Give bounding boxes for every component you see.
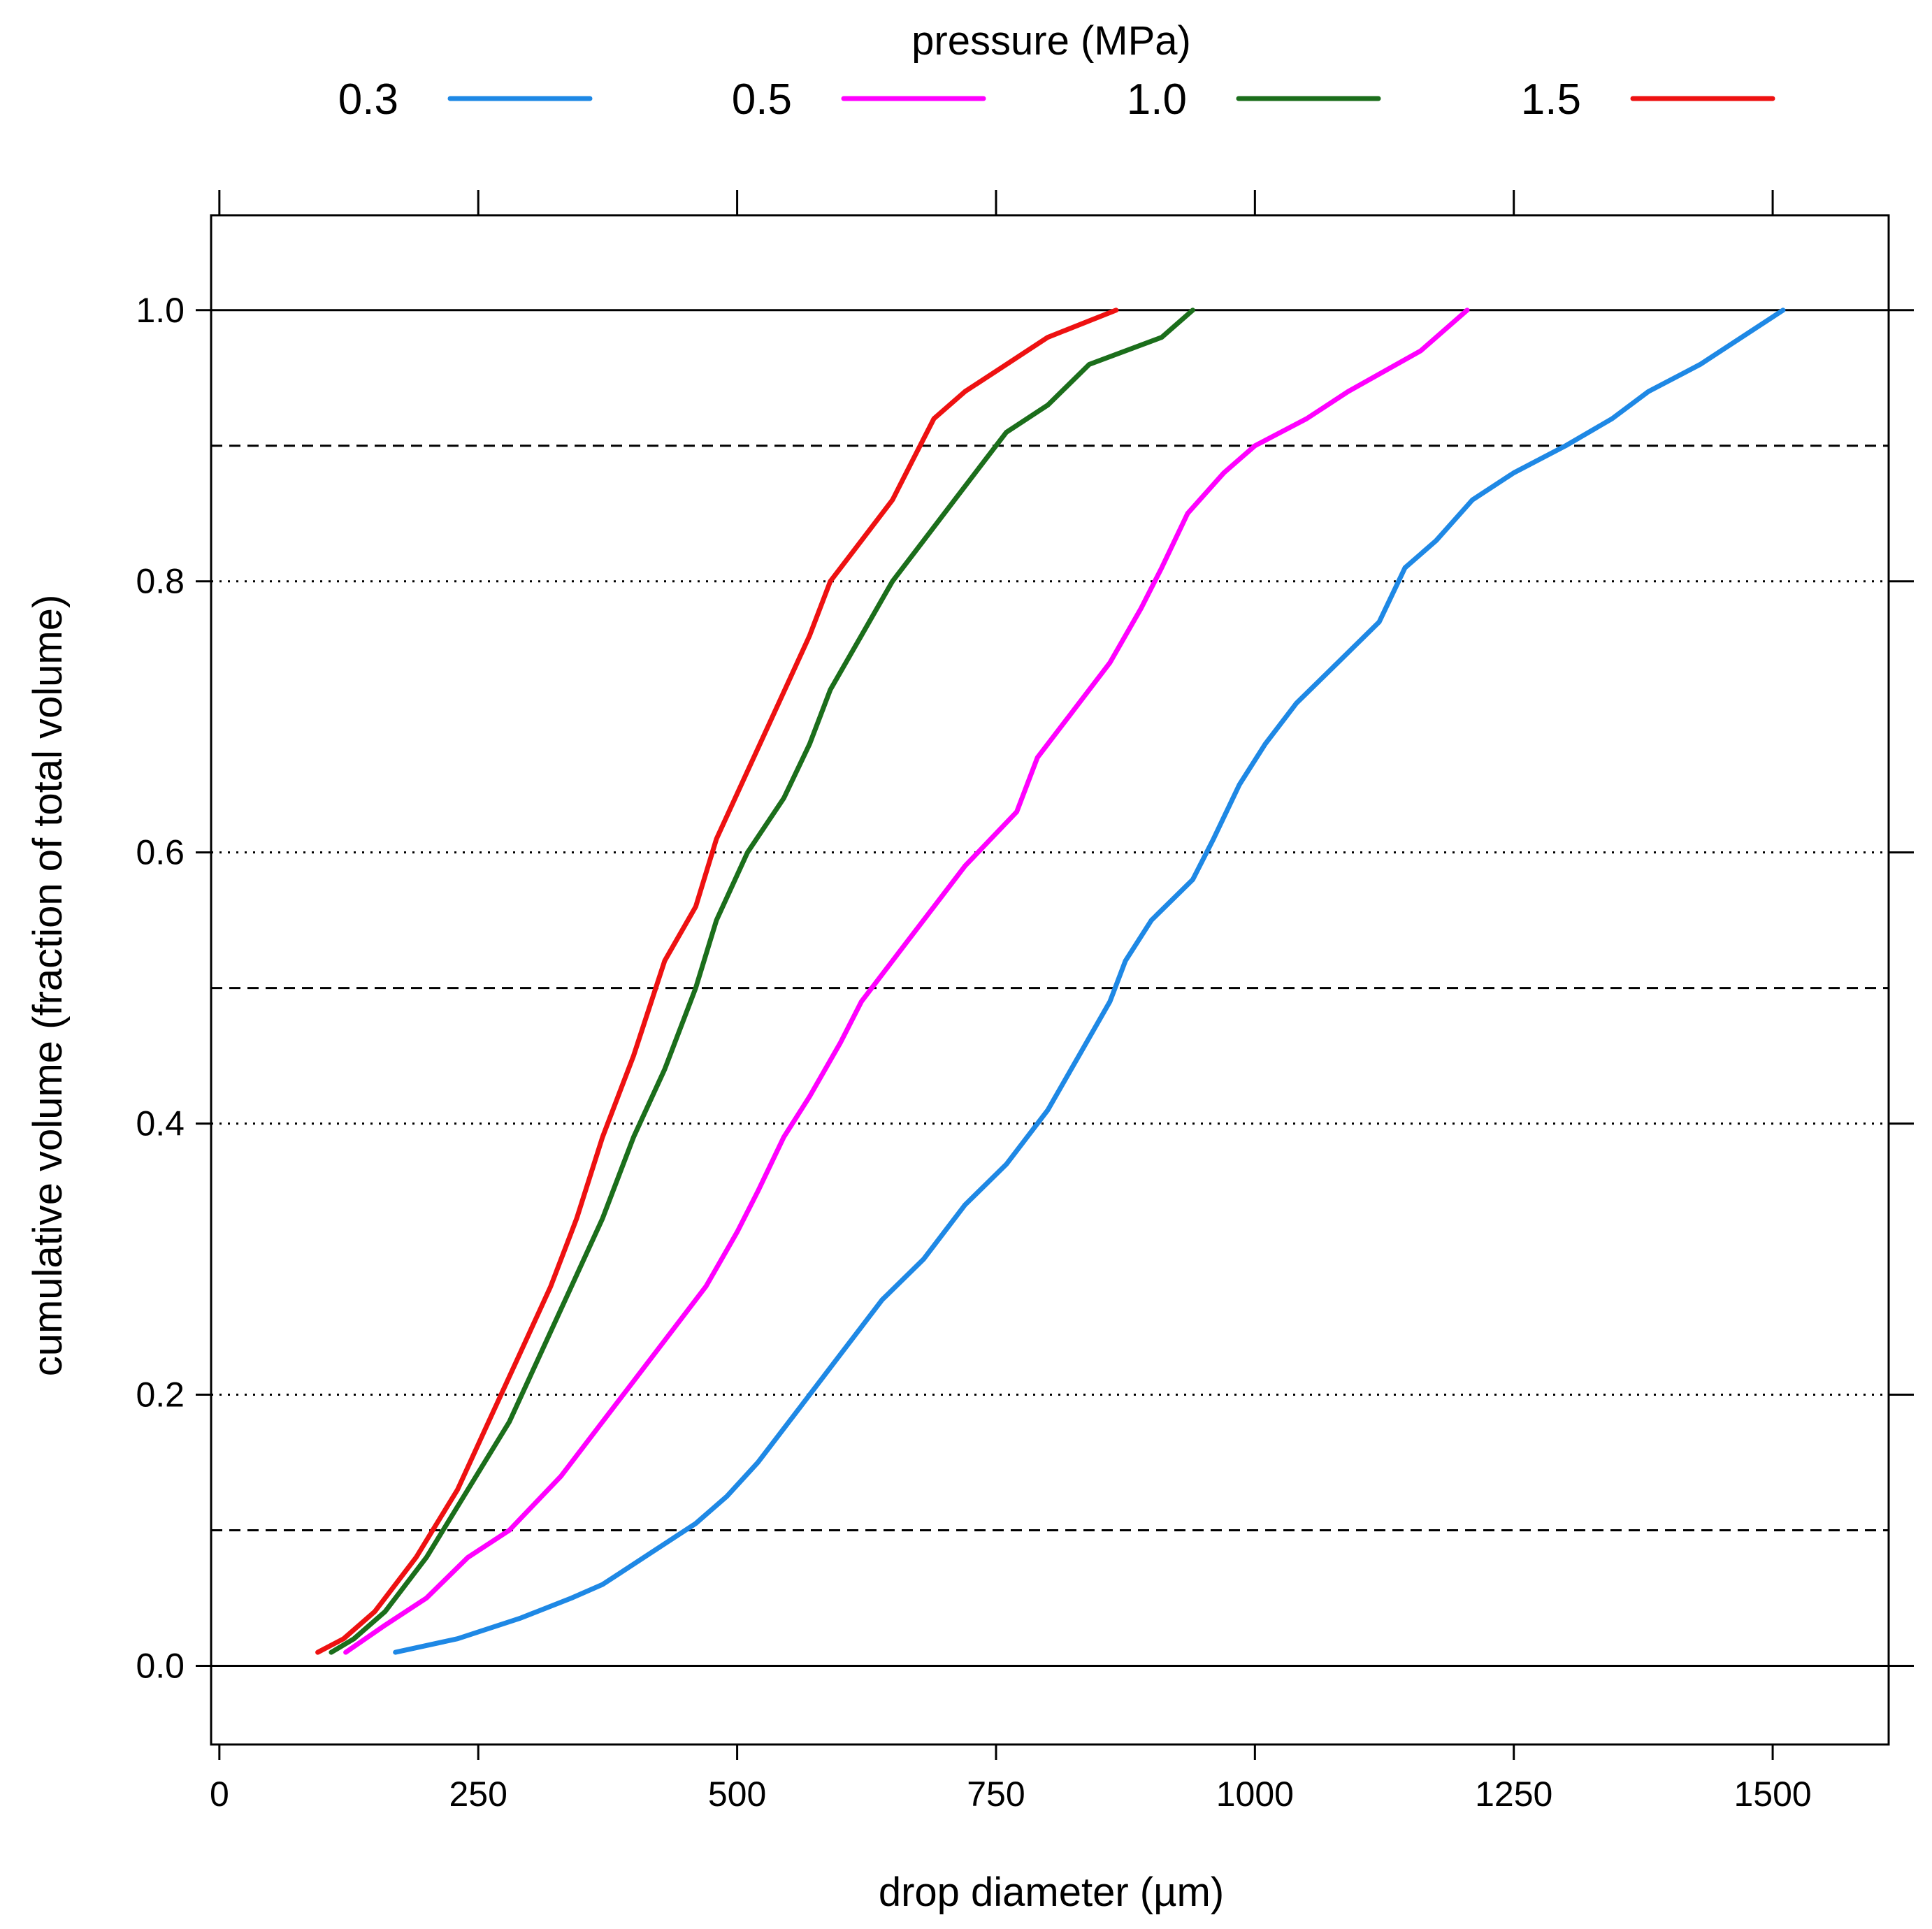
- x-tick-label: 1250: [1475, 1775, 1552, 1814]
- y-tick-label: 0.4: [136, 1104, 185, 1143]
- series-line-0-5: [343, 308, 1470, 1655]
- x-axis-title: drop diameter (µm): [879, 1870, 1224, 1915]
- x-tick-label: 250: [449, 1775, 507, 1814]
- y-tick-label: 0.8: [136, 562, 185, 601]
- legend: pressure (MPa) 0.3 0.5 1.0 1.5: [338, 18, 1775, 124]
- y-axis: 0.0 0.2 0.4 0.6 0.8 1.0: [136, 291, 1914, 1685]
- y-tick-label: 0.2: [136, 1375, 185, 1415]
- plot-frame: [210, 214, 1890, 1746]
- y-tick-label: 1.0: [136, 291, 185, 330]
- x-tick-label: 500: [708, 1775, 766, 1814]
- legend-title: pressure (MPa): [911, 18, 1191, 64]
- y-tick-label: 0.0: [136, 1646, 185, 1685]
- legend-label-0-3: 0.3: [338, 75, 398, 124]
- x-axis: 0 250 500 750 1000 1250 1500: [210, 190, 1812, 1814]
- series-lines: [315, 308, 1786, 1655]
- x-tick-label: 1000: [1216, 1775, 1294, 1814]
- y-axis-title: cumulative volume (fraction of total vol…: [25, 595, 71, 1377]
- x-tick-label: 750: [967, 1775, 1025, 1814]
- legend-label-1-0: 1.0: [1127, 75, 1187, 124]
- y-tick-label: 0.6: [136, 833, 185, 872]
- series-line-0-3: [393, 308, 1786, 1655]
- legend-label-1-5: 1.5: [1521, 75, 1581, 124]
- x-tick-label: 0: [210, 1775, 229, 1814]
- legend-label-0-5: 0.5: [732, 75, 792, 124]
- series-line-1-0: [329, 308, 1195, 1655]
- reference-lines: [211, 309, 1889, 1667]
- x-tick-label: 1500: [1733, 1775, 1811, 1814]
- series-line-1-5: [315, 308, 1119, 1655]
